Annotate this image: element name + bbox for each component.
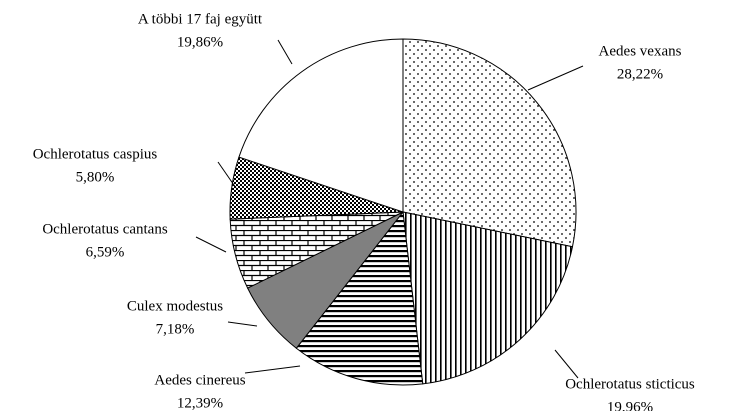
- slice-label: Ochlerotatus sticticus: [565, 376, 695, 392]
- leader-line: [217, 161, 237, 189]
- slice-value-label: 7,18%: [156, 321, 195, 337]
- pie-slice: [238, 38, 404, 213]
- slice-label: Aedes cinereus: [154, 372, 245, 388]
- leader-line: [195, 236, 227, 253]
- slice-value-label: 28,22%: [617, 66, 663, 82]
- slice-value-label: 6,59%: [86, 244, 125, 260]
- slice-value-label: 19,96%: [607, 399, 653, 411]
- slice-label: Ochlerotatus caspius: [33, 146, 158, 162]
- leader-line: [527, 65, 584, 91]
- leader-line: [227, 321, 258, 327]
- leader-line: [244, 365, 301, 374]
- pie-slice: [402, 211, 574, 385]
- leader-line: [554, 349, 579, 379]
- slice-value-label: 12,39%: [177, 395, 223, 411]
- slice-value-label: 5,80%: [76, 169, 115, 185]
- slice-label: Culex modestus: [127, 298, 223, 314]
- slice-label: Aedes vexans: [599, 43, 682, 59]
- slice-label: Ochlerotatus cantans: [42, 221, 168, 237]
- slice-label: A többi 17 faj együtt: [138, 11, 263, 27]
- pie-slice: [295, 210, 424, 386]
- pie-slice: [402, 38, 577, 248]
- slice-value-label: 19,86%: [177, 34, 223, 50]
- leader-line: [277, 39, 293, 65]
